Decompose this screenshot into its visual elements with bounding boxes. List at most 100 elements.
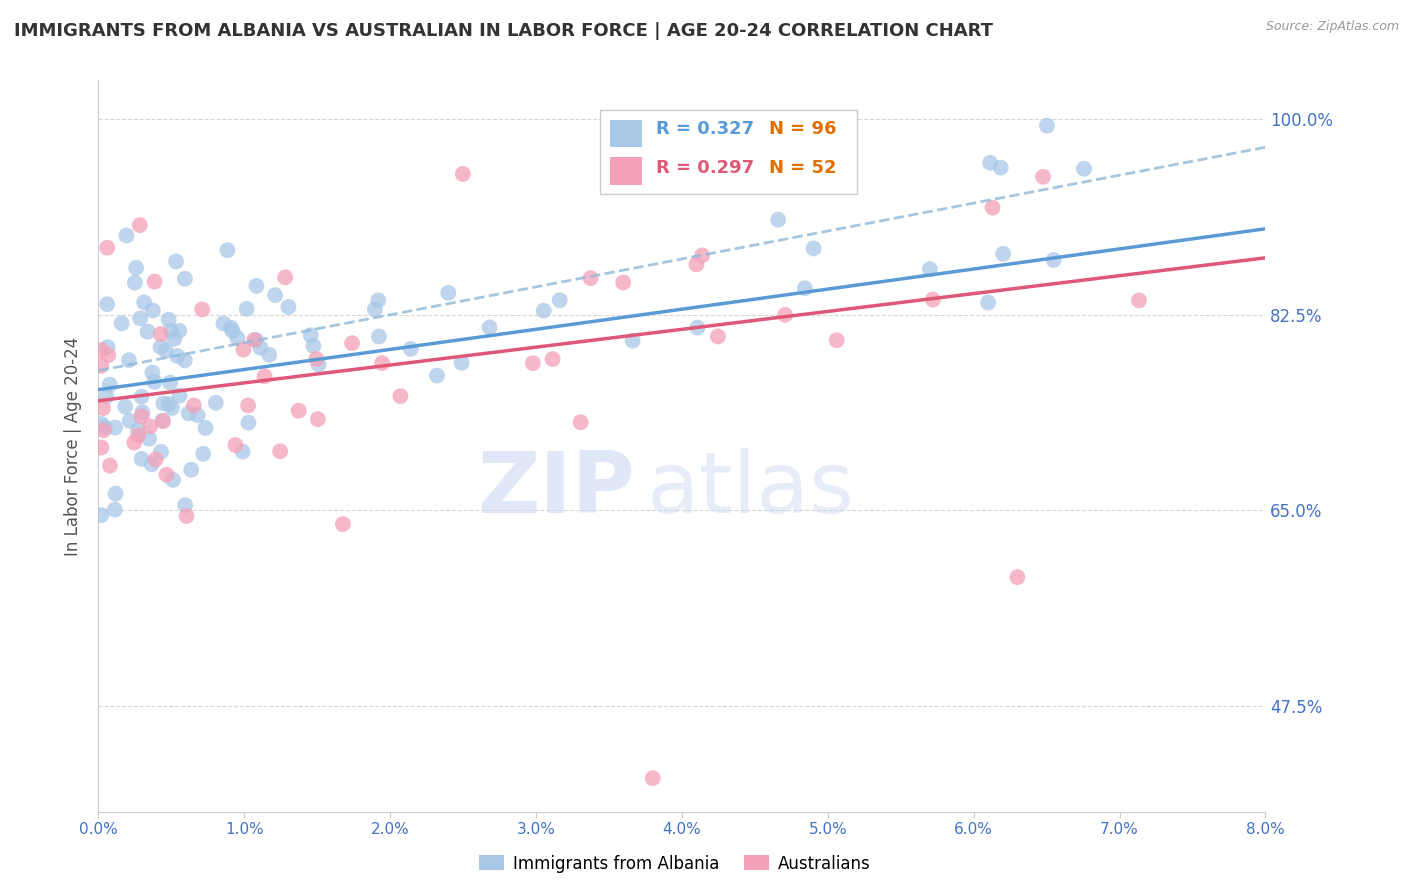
Point bbox=[114, 400, 136, 414]
Point bbox=[125, 260, 148, 275]
Point bbox=[221, 324, 243, 338]
Point bbox=[90, 508, 112, 522]
Point bbox=[226, 331, 249, 345]
Text: atlas: atlas bbox=[647, 449, 855, 532]
Point bbox=[437, 285, 460, 300]
Point bbox=[145, 452, 167, 467]
Point bbox=[232, 343, 254, 357]
Text: Source: ZipAtlas.com: Source: ZipAtlas.com bbox=[1265, 20, 1399, 33]
Point bbox=[389, 389, 412, 403]
Point bbox=[160, 324, 183, 338]
Point bbox=[142, 303, 165, 318]
Point bbox=[187, 408, 209, 422]
Point bbox=[128, 218, 150, 232]
Point bbox=[364, 302, 387, 317]
Point bbox=[287, 403, 309, 417]
Point bbox=[157, 312, 180, 326]
Point bbox=[1042, 252, 1064, 267]
Point bbox=[118, 414, 141, 428]
Point bbox=[232, 444, 254, 458]
Point bbox=[104, 502, 127, 516]
Point bbox=[118, 353, 141, 368]
Point bbox=[155, 343, 177, 358]
Point bbox=[152, 414, 174, 428]
FancyBboxPatch shape bbox=[600, 110, 858, 194]
Point bbox=[149, 340, 172, 354]
Point bbox=[305, 351, 328, 366]
Text: N = 52: N = 52 bbox=[769, 160, 837, 178]
Point bbox=[97, 340, 120, 354]
Point bbox=[136, 325, 159, 339]
Text: IMMIGRANTS FROM ALBANIA VS AUSTRALIAN IN LABOR FORCE | AGE 20-24 CORRELATION CHA: IMMIGRANTS FROM ALBANIA VS AUSTRALIAN IN… bbox=[14, 22, 993, 40]
Point bbox=[98, 377, 121, 392]
Point bbox=[238, 416, 260, 430]
Legend: Immigrants from Albania, Australians: Immigrants from Albania, Australians bbox=[472, 848, 877, 880]
Point bbox=[450, 356, 472, 370]
Point bbox=[152, 413, 174, 427]
Point bbox=[143, 375, 166, 389]
Point bbox=[399, 342, 422, 356]
Point bbox=[217, 244, 239, 258]
Point bbox=[371, 356, 394, 370]
Point bbox=[219, 320, 242, 334]
Point bbox=[96, 389, 118, 403]
Point bbox=[340, 336, 363, 351]
Point bbox=[131, 451, 153, 466]
Point bbox=[174, 498, 197, 512]
Point bbox=[174, 272, 197, 286]
Point bbox=[257, 348, 280, 362]
Point bbox=[522, 356, 544, 370]
Point bbox=[690, 248, 713, 262]
Point bbox=[141, 366, 163, 380]
Point bbox=[641, 771, 664, 785]
Point bbox=[94, 420, 117, 434]
Text: N = 96: N = 96 bbox=[769, 120, 837, 138]
Point bbox=[245, 279, 267, 293]
Text: R = 0.327: R = 0.327 bbox=[657, 120, 755, 138]
Point bbox=[131, 405, 153, 419]
Point bbox=[803, 242, 825, 256]
Point bbox=[579, 271, 602, 285]
Point bbox=[169, 389, 191, 403]
Point bbox=[249, 341, 271, 355]
Point bbox=[139, 419, 162, 434]
Point bbox=[367, 293, 389, 308]
Bar bbox=[610, 120, 643, 147]
Point bbox=[194, 421, 217, 435]
Point bbox=[111, 317, 134, 331]
Point bbox=[93, 423, 115, 437]
Point bbox=[1036, 119, 1059, 133]
Point bbox=[274, 270, 297, 285]
Point bbox=[685, 257, 707, 271]
Point bbox=[686, 320, 709, 334]
Point bbox=[122, 435, 145, 450]
Point bbox=[533, 303, 555, 318]
Point bbox=[236, 399, 259, 413]
Point bbox=[115, 228, 138, 243]
Point bbox=[367, 329, 389, 343]
Point bbox=[169, 324, 191, 338]
Point bbox=[245, 333, 267, 347]
Point bbox=[165, 254, 187, 268]
Point bbox=[921, 293, 943, 307]
Point bbox=[264, 288, 287, 302]
Point bbox=[98, 458, 121, 473]
Point bbox=[212, 317, 235, 331]
Point bbox=[173, 353, 195, 368]
Point bbox=[91, 401, 114, 416]
Point bbox=[451, 167, 474, 181]
Point bbox=[124, 276, 146, 290]
Point bbox=[793, 281, 815, 295]
Point bbox=[163, 332, 186, 346]
Point bbox=[1032, 169, 1054, 184]
Point bbox=[990, 161, 1012, 175]
Point bbox=[918, 262, 941, 277]
Point bbox=[90, 441, 112, 455]
Point bbox=[157, 397, 180, 411]
Point bbox=[991, 247, 1014, 261]
Point bbox=[308, 358, 330, 372]
Point bbox=[426, 368, 449, 383]
Point bbox=[160, 401, 183, 415]
Point bbox=[269, 444, 291, 458]
Point bbox=[299, 328, 322, 343]
